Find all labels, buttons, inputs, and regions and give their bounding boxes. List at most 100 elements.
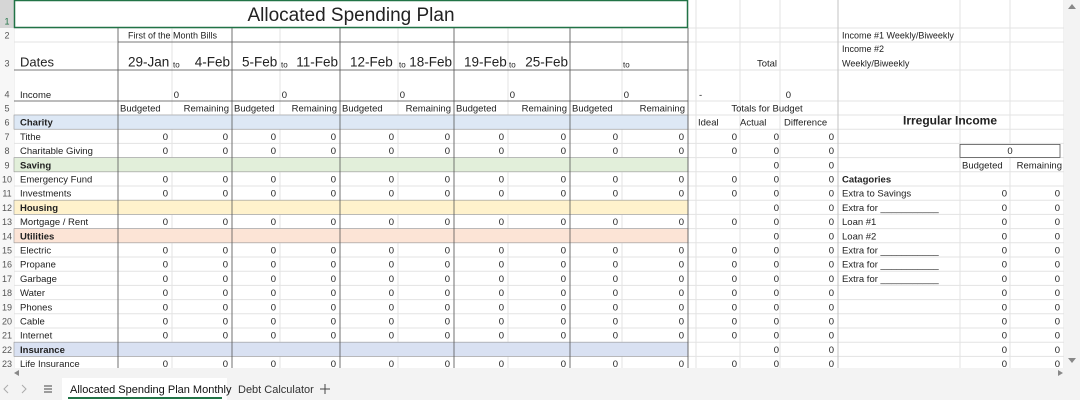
budget-value: 0 bbox=[223, 274, 228, 285]
section-band bbox=[13, 114, 689, 130]
total-value: 0 bbox=[732, 317, 737, 328]
row-number: 5 bbox=[4, 104, 9, 114]
total-value: 0 bbox=[732, 331, 737, 342]
budget-value: 0 bbox=[331, 260, 336, 271]
total-value: 0 bbox=[829, 260, 834, 271]
budget-value: 0 bbox=[271, 146, 276, 157]
total-dash: - bbox=[699, 90, 702, 101]
active-tab[interactable] bbox=[62, 378, 227, 400]
budget-value: 0 bbox=[499, 359, 504, 370]
budget-value: 0 bbox=[679, 260, 684, 271]
total-value: 0 bbox=[829, 132, 834, 143]
total-value: 0 bbox=[774, 302, 779, 313]
budget-value: 0 bbox=[613, 317, 618, 328]
period-start: 19-Feb bbox=[464, 55, 507, 70]
section-label: Saving bbox=[20, 160, 51, 171]
total-value: 0 bbox=[732, 217, 737, 228]
budget-value: 0 bbox=[499, 246, 504, 257]
budget-value: 0 bbox=[499, 217, 504, 228]
scroll-left[interactable] bbox=[14, 370, 19, 376]
totals-column: Ideal bbox=[698, 118, 719, 129]
row-number: 23 bbox=[2, 359, 12, 369]
row-number: 3 bbox=[4, 59, 9, 69]
total-value: 0 bbox=[829, 146, 834, 157]
period-end: 18-Feb bbox=[409, 55, 452, 70]
budget-value: 0 bbox=[613, 132, 618, 143]
row-number: 15 bbox=[2, 246, 12, 256]
section-band bbox=[13, 228, 689, 244]
period-start: 29-Jan bbox=[128, 55, 169, 70]
total-value: 0 bbox=[732, 246, 737, 257]
budget-value: 0 bbox=[445, 302, 450, 313]
row-label: Life Insurance bbox=[20, 359, 80, 370]
category-remaining: 0 bbox=[1055, 246, 1060, 257]
budget-value: 0 bbox=[679, 175, 684, 186]
budget-value: 0 bbox=[613, 288, 618, 299]
budget-value: 0 bbox=[561, 274, 566, 285]
budget-value: 0 bbox=[331, 217, 336, 228]
budget-value: 0 bbox=[561, 302, 566, 313]
row-label: Internet bbox=[20, 331, 53, 342]
total-value: 0 bbox=[774, 359, 779, 370]
row-number: 13 bbox=[2, 217, 12, 227]
category-remaining: 0 bbox=[1055, 317, 1060, 328]
income-value: 0 bbox=[510, 90, 515, 101]
total-value: 0 bbox=[774, 189, 779, 200]
row-number: 2 bbox=[4, 31, 9, 41]
row-label: Investments bbox=[20, 189, 71, 200]
budget-value: 0 bbox=[613, 260, 618, 271]
total-value: 0 bbox=[829, 203, 834, 214]
row-number: 18 bbox=[2, 288, 12, 298]
category-remaining: 0 bbox=[1055, 359, 1060, 370]
budget-value: 0 bbox=[223, 175, 228, 186]
budget-value: 0 bbox=[271, 189, 276, 200]
category-remaining: 0 bbox=[1055, 302, 1060, 313]
budget-value: 0 bbox=[679, 274, 684, 285]
budget-value: 0 bbox=[445, 175, 450, 186]
sheet-tab[interactable]: Allocated Spending Plan Monthly bbox=[70, 384, 232, 396]
total-value: 0 bbox=[732, 288, 737, 299]
irregular-amount: 0 bbox=[1007, 146, 1012, 157]
row-number: 17 bbox=[2, 274, 12, 284]
row-label: Water bbox=[20, 288, 45, 299]
period-start: 5-Feb bbox=[242, 55, 277, 70]
budget-value: 0 bbox=[389, 189, 394, 200]
title: Allocated Spending Plan bbox=[247, 5, 454, 26]
budget-value: 0 bbox=[271, 246, 276, 257]
total-value: 0 bbox=[774, 132, 779, 143]
row-number: 14 bbox=[2, 231, 12, 241]
total-value: 0 bbox=[829, 317, 834, 328]
budget-value: 0 bbox=[389, 175, 394, 186]
scroll-up[interactable] bbox=[1068, 4, 1076, 9]
category-remaining: 0 bbox=[1055, 288, 1060, 299]
dates-label: Dates bbox=[20, 55, 54, 70]
budget-value: 0 bbox=[163, 189, 168, 200]
scroll-right[interactable] bbox=[1058, 370, 1063, 376]
budget-value: 0 bbox=[163, 331, 168, 342]
budget-value: 0 bbox=[163, 132, 168, 143]
category-label: Extra to Savings bbox=[842, 189, 911, 200]
budget-value: 0 bbox=[613, 359, 618, 370]
budget-value: 0 bbox=[613, 246, 618, 257]
budget-value: 0 bbox=[679, 317, 684, 328]
period-end: 11-Feb bbox=[296, 55, 338, 70]
budget-value: 0 bbox=[163, 288, 168, 299]
row-label: Charitable Giving bbox=[20, 146, 93, 157]
section-label: Insurance bbox=[20, 345, 65, 356]
category-label: Extra for ___________ bbox=[842, 260, 939, 271]
scroll-down[interactable] bbox=[1068, 358, 1076, 363]
irregular-column: Budgeted bbox=[962, 160, 1003, 171]
prev-sheet[interactable] bbox=[3, 384, 9, 394]
budget-value: 0 bbox=[499, 317, 504, 328]
column-header: Budgeted bbox=[456, 104, 497, 115]
budget-value: 0 bbox=[499, 302, 504, 313]
budget-value: 0 bbox=[331, 246, 336, 257]
next-sheet[interactable] bbox=[21, 384, 27, 394]
budget-value: 0 bbox=[445, 288, 450, 299]
section-band bbox=[13, 199, 689, 215]
category-label: Extra for ___________ bbox=[842, 246, 939, 257]
budget-value: 0 bbox=[389, 288, 394, 299]
totals-header: Totals for Budget bbox=[731, 104, 803, 115]
sheet-tab[interactable]: Debt Calculator bbox=[238, 384, 314, 396]
budget-value: 0 bbox=[613, 331, 618, 342]
